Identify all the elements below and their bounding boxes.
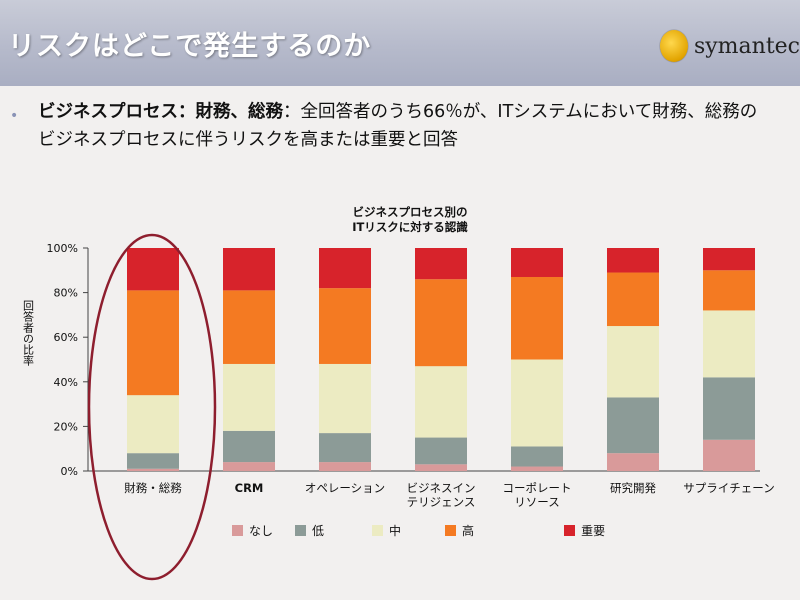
bar-segment-高: [223, 290, 275, 364]
bar-segment-重要: [607, 248, 659, 273]
bar-segment-なし: [223, 462, 275, 471]
y-tick-label: 80%: [54, 287, 78, 300]
bar-segment-中: [511, 359, 563, 447]
bar-segment-高: [703, 270, 755, 311]
x-tick-label: ビジネスイン: [407, 481, 476, 495]
y-tick-label: 0%: [61, 465, 78, 478]
bar-segment-重要: [511, 248, 563, 277]
y-tick-label: 100%: [47, 242, 78, 255]
bar-segment-なし: [511, 466, 563, 471]
x-tick-label: CRM: [235, 481, 264, 495]
legend-swatch: [564, 525, 576, 536]
x-tick-label: コーポレート: [503, 481, 572, 495]
bar-segment-高: [415, 279, 467, 367]
chart-title-line: ITリスクに対する認識: [352, 220, 468, 234]
bar-segment-中: [319, 363, 371, 434]
intro-rest: ：全回答者のうち66％が、ITシステムにおいて財務、総務のビジネスプロセスに伴う…: [38, 102, 758, 150]
y-tick-label: 40%: [54, 376, 78, 389]
bar-segment-重要: [127, 248, 179, 291]
bar-segment-中: [223, 363, 275, 431]
y-axis-label: 回答者の比率: [22, 300, 35, 367]
legend-swatch: [445, 525, 457, 536]
bar-segment-低: [511, 446, 563, 467]
bar-segment-重要: [703, 248, 755, 271]
legend-label: 重要: [581, 524, 606, 538]
bar-segment-高: [607, 272, 659, 327]
bar-segment-中: [607, 326, 659, 398]
x-tick-label: リソース: [514, 495, 559, 509]
bar-segment-高: [511, 276, 563, 360]
legend-label: 低: [312, 524, 325, 538]
bar-segment-低: [127, 453, 179, 469]
legend-label: 中: [389, 524, 402, 538]
x-tick-label: 研究開発: [610, 481, 656, 495]
chart-title: ビジネスプロセス別の ITリスクに対する認識: [330, 205, 490, 235]
bar-segment-なし: [415, 464, 467, 471]
logo-text: symantec: [693, 33, 800, 59]
logo: symantec: [660, 26, 800, 66]
legend-item: 高: [445, 522, 474, 539]
bar-segment-重要: [415, 248, 467, 280]
bar-segment-高: [127, 290, 179, 396]
bar-segment-中: [703, 310, 755, 378]
x-tick-label: オペレーション: [305, 481, 385, 495]
legend-swatch: [232, 525, 243, 536]
bar-segment-なし: [607, 453, 659, 471]
legend-label: 高: [462, 524, 475, 538]
legend-item: 重要: [564, 522, 605, 539]
chart-title-line: ビジネスプロセス別の: [352, 205, 468, 219]
bar-segment-中: [127, 395, 179, 454]
x-tick-label: サプライチェーン: [683, 481, 774, 495]
bar-segment-低: [415, 437, 467, 465]
legend-item: なし: [232, 522, 273, 539]
legend-label: なし: [249, 524, 274, 538]
x-tick-label: 財務・総務: [124, 481, 182, 495]
bar-segment-高: [319, 288, 371, 364]
bullet-icon: •: [10, 108, 19, 124]
bar-segment-低: [607, 397, 659, 454]
bar-segment-なし: [703, 439, 755, 471]
x-tick-label: テリジェンス: [407, 495, 476, 509]
legend-item: 低: [295, 522, 324, 539]
bar-segment-中: [415, 366, 467, 438]
slide-title: リスクはどこで発生するのか: [8, 31, 372, 62]
bar-segment-重要: [223, 248, 275, 291]
intro-bold: ビジネスプロセス：財務、総務: [38, 102, 283, 122]
highlight-ellipse: [87, 233, 217, 581]
bar-segment-重要: [319, 248, 371, 289]
symantec-logo-icon: [660, 30, 688, 62]
legend-swatch: [372, 525, 384, 536]
intro-text: ビジネスプロセス：財務、総務：全回答者のうち66％が、ITシステムにおいて財務、…: [38, 98, 758, 154]
y-tick-label: 20%: [54, 420, 78, 433]
legend-swatch: [295, 525, 307, 536]
bar-segment-なし: [319, 462, 371, 471]
bar-segment-なし: [127, 468, 179, 471]
bar-segment-低: [703, 377, 755, 440]
legend: なし 低 中 高 重要: [232, 522, 605, 539]
bar-segment-低: [319, 433, 371, 463]
legend-item: 中: [372, 522, 401, 539]
y-tick-label: 60%: [54, 331, 78, 344]
bar-segment-低: [223, 430, 275, 463]
